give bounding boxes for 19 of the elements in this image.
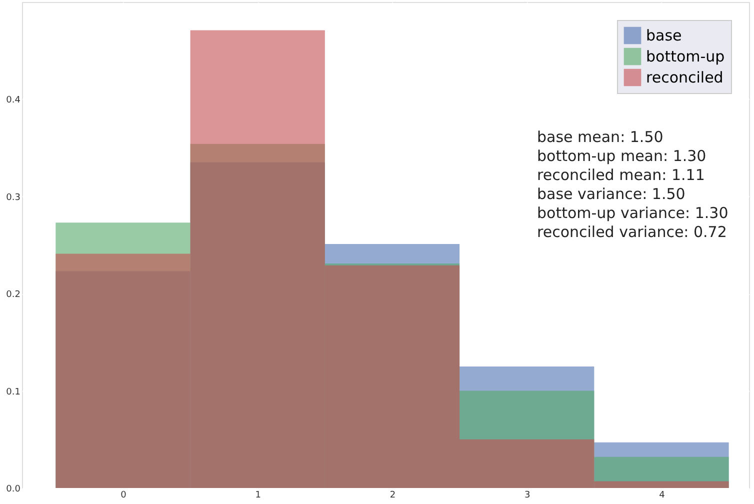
y-tick-label: 0.4 xyxy=(6,96,21,106)
annotation: reconciled mean: 1.11 xyxy=(537,166,705,184)
x-tick-label: 0 xyxy=(120,490,127,500)
annotation: reconciled variance: 0.72 xyxy=(537,223,727,241)
annotation: bottom-up mean: 1.30 xyxy=(537,147,706,165)
y-tick-label: 0.0 xyxy=(6,484,21,494)
legend-label: base xyxy=(646,26,682,44)
x-tick-label: 3 xyxy=(524,490,530,500)
annotation: bottom-up variance: 1.30 xyxy=(537,204,728,222)
x-tick-label: 2 xyxy=(390,490,396,500)
annotation: base variance: 1.50 xyxy=(537,185,686,203)
x-tick-label: 1 xyxy=(255,490,261,500)
x-tick-label: 4 xyxy=(659,490,666,500)
legend-label: reconciled xyxy=(646,68,724,86)
y-tick-label: 0.3 xyxy=(6,192,20,203)
annotation: base mean: 1.50 xyxy=(537,128,664,146)
y-tick-label: 0.2 xyxy=(6,290,20,300)
legend-label: bottom-up xyxy=(646,48,725,66)
y-tick-label: 0.1 xyxy=(6,387,20,398)
